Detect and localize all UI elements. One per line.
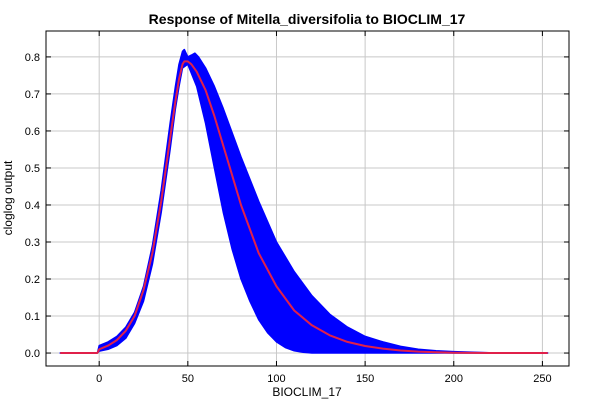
grid-layer bbox=[46, 31, 569, 366]
x-tick-label: 150 bbox=[356, 373, 374, 385]
x-tick-label: 50 bbox=[182, 373, 194, 385]
y-axis-label: cloglog output bbox=[1, 160, 15, 235]
y-tick-label: 0.6 bbox=[25, 126, 40, 138]
y-tick-label: 0.7 bbox=[25, 89, 40, 101]
x-tick-label: 200 bbox=[445, 373, 463, 385]
tick-layer: 0 50 100 150 200 250 0.0 0.1 0.2 0.3 0.4 0.5 0.6 0.7 0… bbox=[25, 31, 569, 385]
y-tick-label: 0.5 bbox=[25, 163, 40, 175]
x-axis-label: BIOCLIM_17 bbox=[272, 385, 342, 399]
y-tick-label: 0.8 bbox=[25, 52, 40, 64]
x-tick-label: 100 bbox=[267, 373, 285, 385]
mean-response-line bbox=[60, 60, 548, 354]
y-tick-label: 0.4 bbox=[25, 200, 40, 212]
x-tick-label: 250 bbox=[533, 373, 551, 385]
y-tick-label: 0.0 bbox=[25, 348, 40, 360]
plot-frame bbox=[45, 30, 570, 367]
y-tick-label: 0.2 bbox=[25, 274, 40, 286]
x-tick-label: 0 bbox=[96, 373, 102, 385]
y-tick-label: 0.3 bbox=[25, 237, 40, 249]
y-tick-label: 0.1 bbox=[25, 311, 40, 323]
chart-title: Response of Mitella_diversifolia to BIOC… bbox=[149, 11, 466, 27]
confidence-band bbox=[59, 48, 549, 354]
series-layer bbox=[59, 48, 549, 354]
